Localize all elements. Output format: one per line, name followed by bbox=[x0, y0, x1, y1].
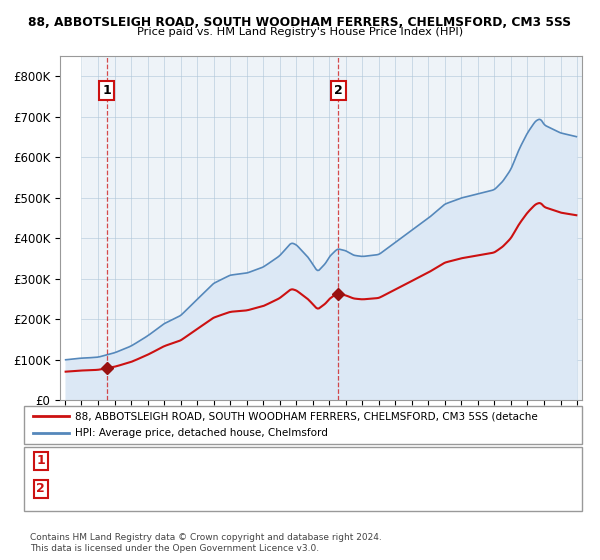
Text: £79,500: £79,500 bbox=[228, 456, 274, 466]
Bar bbox=[60, 56, 82, 400]
Text: 2: 2 bbox=[37, 482, 45, 496]
Text: £262,000: £262,000 bbox=[228, 484, 281, 494]
Text: 1: 1 bbox=[37, 454, 45, 468]
Text: 1: 1 bbox=[103, 84, 111, 97]
Bar bbox=[60, 56, 82, 400]
Text: Price paid vs. HM Land Registry's House Price Index (HPI): Price paid vs. HM Land Registry's House … bbox=[137, 27, 463, 37]
Text: HPI: Average price, detached house, Chelmsford: HPI: Average price, detached house, Chel… bbox=[75, 428, 328, 438]
Text: 09-JUL-2010: 09-JUL-2010 bbox=[78, 484, 146, 494]
Text: 12-JUL-1996: 12-JUL-1996 bbox=[78, 456, 146, 466]
Text: Contains HM Land Registry data © Crown copyright and database right 2024.
This d: Contains HM Land Registry data © Crown c… bbox=[30, 533, 382, 553]
Text: 25% ↓ HPI: 25% ↓ HPI bbox=[360, 456, 419, 466]
Text: 2: 2 bbox=[334, 84, 343, 97]
Text: 30% ↓ HPI: 30% ↓ HPI bbox=[360, 484, 419, 494]
Text: 88, ABBOTSLEIGH ROAD, SOUTH WOODHAM FERRERS, CHELMSFORD, CM3 5SS (detache: 88, ABBOTSLEIGH ROAD, SOUTH WOODHAM FERR… bbox=[75, 411, 538, 421]
Text: 88, ABBOTSLEIGH ROAD, SOUTH WOODHAM FERRERS, CHELMSFORD, CM3 5SS: 88, ABBOTSLEIGH ROAD, SOUTH WOODHAM FERR… bbox=[29, 16, 571, 29]
